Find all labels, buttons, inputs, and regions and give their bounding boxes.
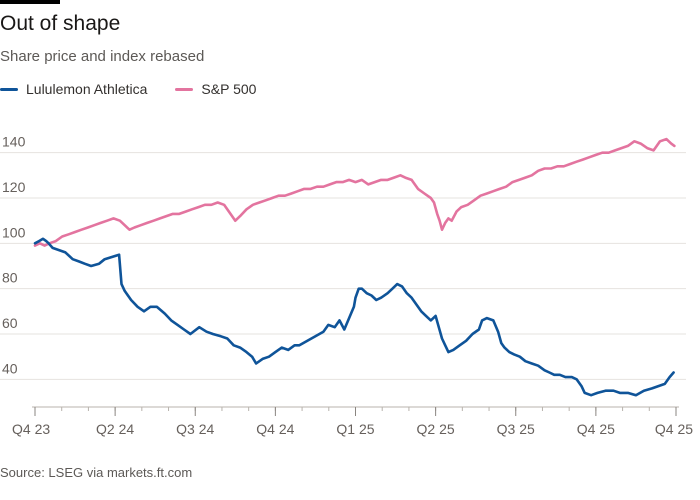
y-tick-label-140: 140 bbox=[2, 134, 26, 150]
x-tick-label-2: Q3 24 bbox=[176, 421, 214, 437]
x-tick-label-3: Q4 24 bbox=[256, 421, 294, 437]
legend-swatch-sp500 bbox=[175, 87, 194, 91]
legend-item-lululemon: Lululemon Athletica bbox=[0, 81, 147, 97]
legend-label-sp500: S&P 500 bbox=[201, 81, 257, 97]
x-tick-label-8: Q4 25 bbox=[655, 421, 693, 437]
x-tick-label-7: Q4 25 bbox=[577, 421, 615, 437]
y-tick-label-120: 120 bbox=[2, 179, 26, 195]
chart-title: Out of shape bbox=[0, 12, 121, 35]
source-note: Source: LSEG via markets.ft.com bbox=[0, 465, 193, 480]
y-tick-label-60: 60 bbox=[2, 315, 18, 331]
legend-swatch-lululemon bbox=[0, 87, 18, 91]
chart-subtitle: Share price and index rebased bbox=[0, 48, 205, 65]
legend-item-sp500: S&P 500 bbox=[175, 81, 256, 97]
y-tick-label-40: 40 bbox=[2, 360, 18, 376]
legend: Lululemon Athletica S&P 500 bbox=[0, 79, 284, 99]
series-line-lululemon-athletica bbox=[33, 237, 675, 397]
y-tick-label-80: 80 bbox=[2, 270, 18, 286]
x-tick-label-0: Q4 23 bbox=[12, 421, 50, 437]
series-line-s-p-500 bbox=[33, 137, 676, 247]
x-tick-label-4: Q1 25 bbox=[336, 421, 374, 437]
legend-label-lululemon: Lululemon Athletica bbox=[26, 81, 148, 97]
brand-bar bbox=[0, 0, 60, 4]
x-tick-label-5: Q2 25 bbox=[417, 421, 455, 437]
x-tick-label-6: Q3 25 bbox=[497, 421, 535, 437]
x-tick-label-1: Q2 24 bbox=[96, 421, 134, 437]
y-tick-label-100: 100 bbox=[2, 224, 26, 240]
